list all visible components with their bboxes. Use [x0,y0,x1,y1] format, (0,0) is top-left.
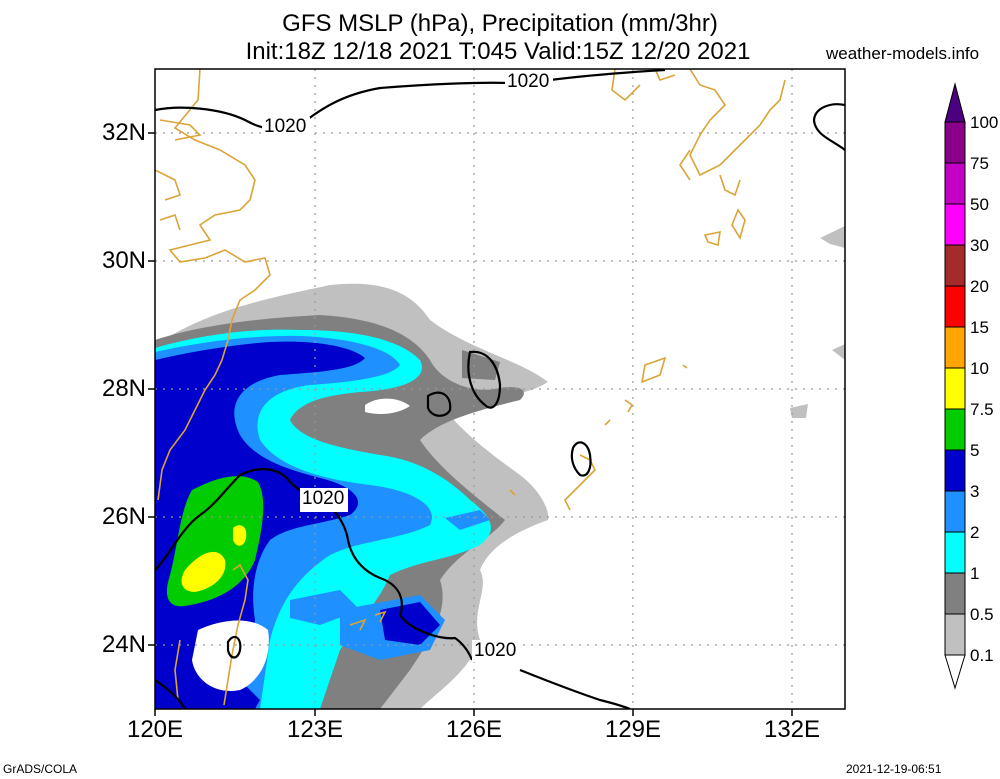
isobar-label: 1020 [474,640,517,661]
lat-label: 30N [101,247,146,274]
isobar-loop [426,391,452,417]
precip-field [155,226,845,709]
colorbar-label: 20 [970,277,989,296]
isobar-label-bg [505,72,553,94]
axis-ticks [148,132,793,716]
colorbar-label: 0.1 [970,646,994,665]
lat-label: 28N [101,375,146,402]
isobar-loop [226,635,242,659]
colorbar-label: 15 [970,318,989,337]
colorbar-label: 100 [970,113,999,132]
precip-0.1 [832,344,845,360]
chart-title: GFS MSLP (hPa), Precipitation (mm/3hr) [282,10,718,37]
lon-label: 129E [604,716,662,743]
colorbar-label: 7.5 [970,400,994,419]
isobar-loop [570,441,592,477]
isobar-1020-north [155,81,511,130]
footer-left: GrADS/COLA [3,762,78,776]
chart-subtitle: Init:18Z 12/18 2021 T:045 Valid:15Z 12/2… [245,38,751,65]
colorbar-label: 3 [970,482,980,501]
isobar-label: 1020 [302,488,345,509]
footer-right: 2021-12-19-06:51 [846,762,942,776]
lon-label: 126E [445,716,503,743]
precip-7.5 [181,551,226,592]
precip-0.5 [462,350,500,380]
isobar-1020-south [155,468,474,661]
lat-label: 26N [101,503,146,530]
coastlines [155,69,786,706]
colorbar-label: 0.5 [970,605,994,624]
isobar-label-bg [472,640,520,662]
isobar-1020-north-east [549,69,666,82]
site-credit: weather-models.info [826,44,980,63]
isobar-label: 1020 [264,116,307,137]
isobar-label: 1020 [507,71,550,92]
isobar-1020-ne-loop [812,103,845,151]
isobar-loop [467,350,502,409]
lon-label: 120E [126,716,184,743]
isobar-label-bg [262,117,310,139]
colorbar-label: 2 [970,523,980,542]
precip-0.1 [790,404,808,418]
lon-label: 123E [286,716,344,743]
lon-label: 132E [763,716,821,743]
colorbar-label: 5 [970,441,980,460]
lat-label: 24N [101,631,146,658]
colorbar-label: 1 [970,564,980,583]
isobar-sw [155,679,186,709]
precip-0.1 [820,226,845,248]
precip-7.5 [233,525,247,546]
precip-gap [365,398,410,414]
precip-2 [445,510,490,530]
colorbar-label: 30 [970,236,989,255]
isobar-1020-south-tail [519,668,631,709]
isobar-label-bg [300,488,348,512]
colorbar-label: 50 [970,195,989,214]
colorbar [944,82,966,690]
lat-label: 32N [101,119,146,146]
isobars [155,69,845,709]
colorbar-label: 75 [970,154,989,173]
colorbar-label: 10 [970,359,989,378]
